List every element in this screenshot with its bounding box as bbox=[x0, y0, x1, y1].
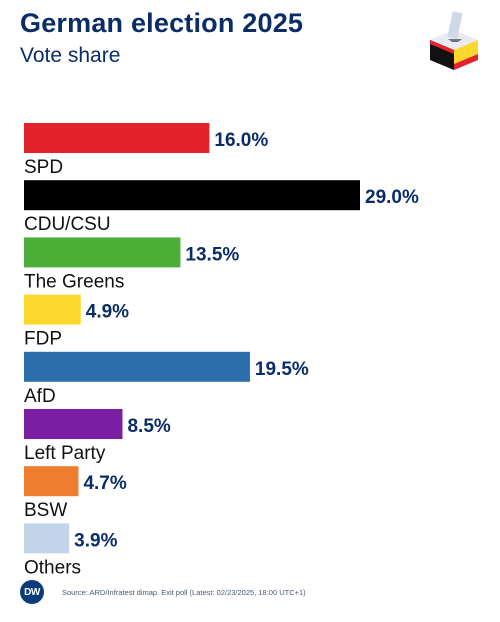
bar-group: 16.0% SPD bbox=[24, 123, 268, 178]
bar bbox=[24, 294, 81, 325]
bar-value-label: 13.5% bbox=[185, 244, 239, 265]
category-label: Others bbox=[24, 557, 81, 578]
bar bbox=[24, 351, 250, 382]
bar bbox=[24, 523, 70, 554]
bar bbox=[24, 237, 181, 268]
category-label: AfD bbox=[24, 386, 56, 407]
bar-value-label: 16.0% bbox=[214, 130, 268, 151]
category-label: CDU/CSU bbox=[24, 214, 111, 235]
category-label: SPD bbox=[24, 157, 63, 178]
chart-subtitle: Vote share bbox=[20, 44, 121, 67]
category-label: FDP bbox=[24, 329, 62, 350]
bar bbox=[24, 180, 360, 211]
category-label: The Greens bbox=[24, 271, 124, 292]
bar-value-label: 4.9% bbox=[86, 302, 129, 323]
bar bbox=[24, 409, 123, 439]
ballot-box-icon bbox=[430, 11, 478, 70]
category-label: BSW bbox=[24, 500, 67, 521]
bar bbox=[24, 123, 210, 153]
bar-value-label: 29.0% bbox=[365, 187, 419, 208]
bar-value-label: 19.5% bbox=[255, 359, 309, 380]
bar-group: 29.0% CDU/CSU bbox=[24, 180, 419, 235]
bar-group: 4.7% BSW bbox=[24, 466, 127, 521]
bar-group: 4.9% FDP bbox=[24, 294, 129, 350]
bar-group: 19.5% AfD bbox=[24, 351, 309, 407]
bar-group: 3.9% Others bbox=[24, 523, 118, 578]
dw-logo: DW bbox=[20, 580, 44, 604]
bar bbox=[24, 466, 79, 497]
chart-title: German election 2025 bbox=[20, 8, 304, 38]
bar-value-label: 4.7% bbox=[83, 473, 126, 494]
category-label: Left Party bbox=[24, 443, 106, 464]
footer: DW Source: ARD/Infratest dimap. Exit pol… bbox=[20, 580, 306, 604]
bar-group: 8.5% Left Party bbox=[24, 409, 171, 464]
bar-value-label: 8.5% bbox=[127, 416, 170, 437]
source-note: Source: ARD/Infratest dimap. Exit poll (… bbox=[62, 587, 306, 597]
bar-value-label: 3.9% bbox=[74, 530, 117, 551]
bar-group: 13.5% The Greens bbox=[24, 237, 239, 292]
